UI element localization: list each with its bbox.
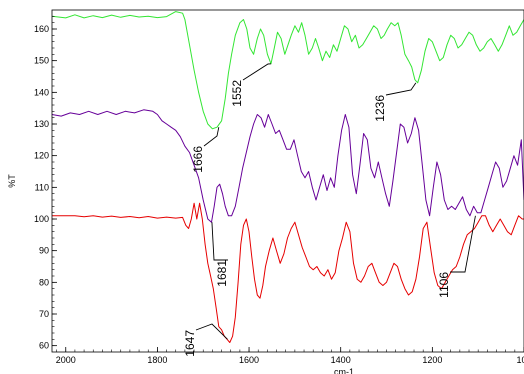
x-axis-label: cm-1 (334, 367, 354, 374)
axes-group: 2000 1800 1600 1400 1200 100 60 70 80 90 100 110 12… (7, 9, 524, 374)
annotation-leader (385, 82, 417, 96)
annotation-leader (242, 63, 272, 81)
peak-annotation-label: 1681 (215, 260, 229, 287)
y-tick-label: 100 (34, 214, 49, 224)
x-tick-label: 2000 (56, 355, 76, 365)
peak-annotation-label: 1666 (191, 146, 205, 173)
y-tick-label: 110 (35, 182, 49, 192)
y-tick-label: 160 (34, 24, 49, 34)
peak-annotation-label: 1236 (373, 95, 387, 122)
peak-annotation-label: 1647 (183, 330, 197, 357)
annotation-leader (450, 215, 476, 273)
annotation-group: 1552 1236 1666 1681 1106 1647 (183, 63, 476, 357)
y-tick-label: 120 (34, 151, 49, 161)
y-tick-label: 150 (34, 56, 49, 66)
x-tick-label: 1800 (147, 355, 167, 365)
x-tick-label: 1600 (239, 355, 259, 365)
y-tick-label: 140 (34, 87, 49, 97)
x-tick-label: 1200 (422, 355, 442, 365)
y-tick-label: 80 (39, 277, 49, 287)
series-line-3 (52, 202, 524, 343)
annotation-leader (211, 222, 228, 261)
y-tick-label: 70 (39, 309, 49, 319)
series-line-2 (51, 109, 524, 223)
x-tick-label: 1400 (331, 355, 351, 365)
annotation-leader (203, 127, 220, 147)
annotation-leader (195, 323, 228, 340)
peak-annotation-label: 1552 (230, 80, 244, 107)
peak-annotation-label: 1106 (437, 272, 451, 298)
y-tick-label: 130 (34, 119, 49, 129)
x-tick-label: 100 (516, 355, 524, 365)
y-axis-label: %T (7, 174, 17, 188)
y-tick-label: 90 (39, 246, 49, 256)
x-axis: 2000 1800 1600 1400 1200 100 (56, 347, 524, 365)
series-line-1 (51, 11, 524, 130)
plot-frame (51, 9, 524, 353)
y-tick-label: 60 (39, 341, 49, 351)
series-group (51, 11, 524, 343)
y-axis: 60 70 80 90 100 110 120 130 140 150 160 (34, 16, 57, 351)
